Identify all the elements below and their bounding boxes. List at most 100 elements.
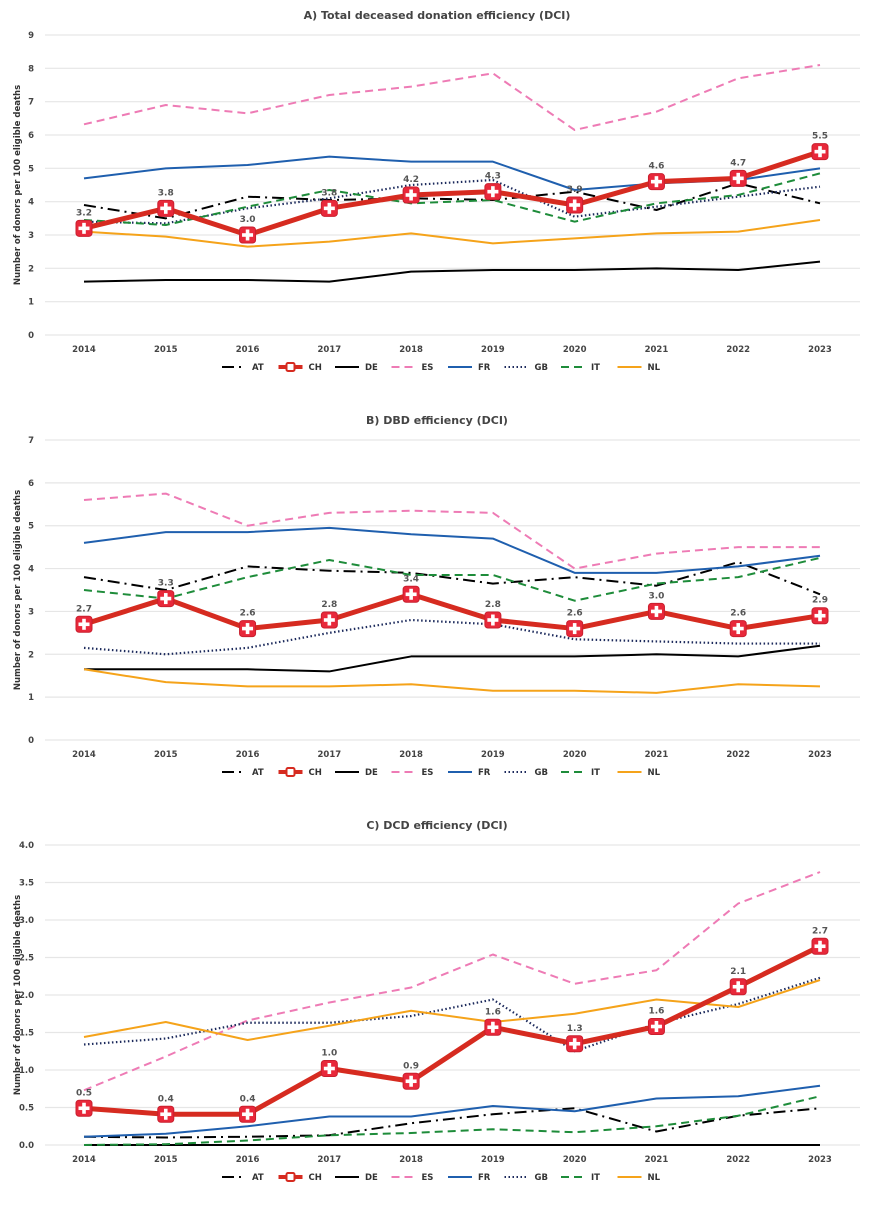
y-tick-label: 0.5 — [19, 1104, 34, 1114]
legend-item-FR: FR — [448, 1173, 491, 1183]
series-line-GB — [83, 976, 821, 1053]
cross-horizontal — [732, 176, 744, 181]
data-point-CH — [402, 1072, 420, 1090]
y-tick-label: 9 — [28, 31, 34, 41]
data-label: 0.9 — [403, 1061, 419, 1071]
x-tick-label: 2015 — [154, 345, 178, 355]
series-line-NL — [83, 668, 821, 694]
legend-item-GB: GB — [504, 363, 548, 373]
cross-horizontal — [78, 622, 90, 627]
data-point-CH — [320, 199, 338, 217]
data-point-CH — [239, 226, 257, 244]
cross-horizontal — [814, 613, 826, 618]
legend-item-FR: FR — [448, 363, 491, 373]
y-tick-label: 7 — [28, 436, 34, 446]
y-axis-label: Number of donors per 100 eligible deaths — [13, 85, 23, 285]
data-point-CH — [729, 978, 747, 996]
legend-label: CH — [309, 768, 322, 778]
x-tick-label: 2022 — [726, 1155, 750, 1165]
y-tick-label: 3.5 — [19, 879, 34, 889]
legend-marker — [285, 1172, 296, 1182]
x-tick-label: 2021 — [645, 1155, 669, 1165]
series-line-ES — [83, 492, 820, 570]
chart-0: A) Total deceased donation efficiency (D… — [13, 9, 860, 373]
y-tick-label: 0.0 — [19, 1141, 34, 1151]
data-label: 3.3 — [158, 579, 174, 589]
cross-horizontal — [487, 618, 499, 622]
legend-label: AT — [252, 1173, 264, 1183]
y-tick-label: 7 — [28, 98, 34, 108]
cross-horizontal — [323, 1066, 335, 1071]
cross-horizontal — [650, 179, 662, 184]
data-point-CH — [566, 1035, 584, 1053]
y-tick-label: 1 — [28, 693, 34, 703]
y-tick-label: 6 — [28, 131, 34, 141]
x-tick-label: 2022 — [726, 345, 750, 355]
legend-marker — [285, 767, 296, 777]
data-label: 1.6 — [485, 1007, 501, 1017]
data-point-CH — [484, 183, 502, 201]
y-tick-label: 1.5 — [19, 1029, 34, 1039]
cross-horizontal — [814, 149, 826, 154]
cross-horizontal — [405, 193, 417, 197]
cross-horizontal — [242, 233, 254, 237]
series-line-AT — [83, 1107, 821, 1139]
series-line-DE — [83, 260, 821, 283]
data-label: 0.5 — [76, 1088, 92, 1098]
series-line-FR — [83, 526, 821, 574]
series-line-ES — [83, 64, 821, 131]
cross-horizontal — [78, 1106, 90, 1111]
series-line-CH — [83, 944, 822, 1117]
data-point-CH — [320, 1060, 338, 1077]
data-point-CH — [647, 602, 665, 620]
x-tick-label: 2014 — [72, 750, 96, 760]
legend-item-ES: ES — [391, 768, 433, 778]
y-tick-label: 0 — [28, 331, 34, 341]
legend-label: FR — [478, 768, 491, 778]
data-label: 2.8 — [321, 600, 337, 610]
series-line-IT — [83, 556, 821, 602]
series-line-ES — [83, 871, 821, 1092]
cross-horizontal — [160, 1112, 172, 1117]
data-label: 2.7 — [76, 604, 92, 614]
data-point-CH — [811, 607, 829, 625]
legend-label: GB — [535, 363, 548, 373]
y-tick-label: 2 — [28, 264, 34, 274]
data-label: 2.6 — [567, 609, 583, 619]
x-tick-label: 2016 — [236, 750, 260, 760]
legend-item-NL: NL — [617, 768, 661, 778]
legend-item-AT: AT — [222, 768, 264, 778]
x-tick-label: 2014 — [72, 345, 96, 355]
data-label: 0.4 — [158, 1094, 174, 1104]
legend-item-DE: DE — [335, 363, 378, 373]
data-point-CH — [75, 615, 93, 633]
cross-horizontal — [814, 944, 826, 949]
data-point-CH — [75, 1099, 93, 1117]
y-tick-label: 1.0 — [19, 1066, 34, 1076]
cross-horizontal — [569, 1041, 581, 1046]
legend-label: ES — [422, 1173, 434, 1183]
y-tick-label: 5 — [28, 522, 34, 532]
data-point-CH — [75, 219, 93, 237]
legend-label: DE — [365, 1173, 378, 1183]
x-tick-label: 2019 — [481, 1155, 505, 1165]
y-tick-label: 2.5 — [19, 954, 34, 964]
data-label: 3.0 — [648, 591, 664, 601]
data-label: 4.2 — [403, 175, 419, 185]
data-point-CH — [157, 199, 175, 217]
data-label: 2.6 — [730, 609, 746, 619]
x-tick-label: 2020 — [563, 345, 587, 355]
y-tick-label: 2 — [28, 650, 34, 660]
legend-item-NL: NL — [617, 1173, 661, 1183]
cross-horizontal — [650, 609, 662, 614]
chart-title: A) Total deceased donation efficiency (D… — [304, 9, 571, 22]
x-tick-label: 2014 — [72, 1155, 96, 1165]
x-tick-label: 2018 — [399, 750, 423, 760]
data-point-CH — [484, 1018, 502, 1036]
legend-item-IT: IT — [561, 768, 600, 778]
data-point-CH — [157, 590, 175, 608]
x-tick-label: 2016 — [236, 1155, 260, 1165]
data-point-CH — [729, 620, 747, 638]
cross-horizontal — [323, 206, 335, 211]
